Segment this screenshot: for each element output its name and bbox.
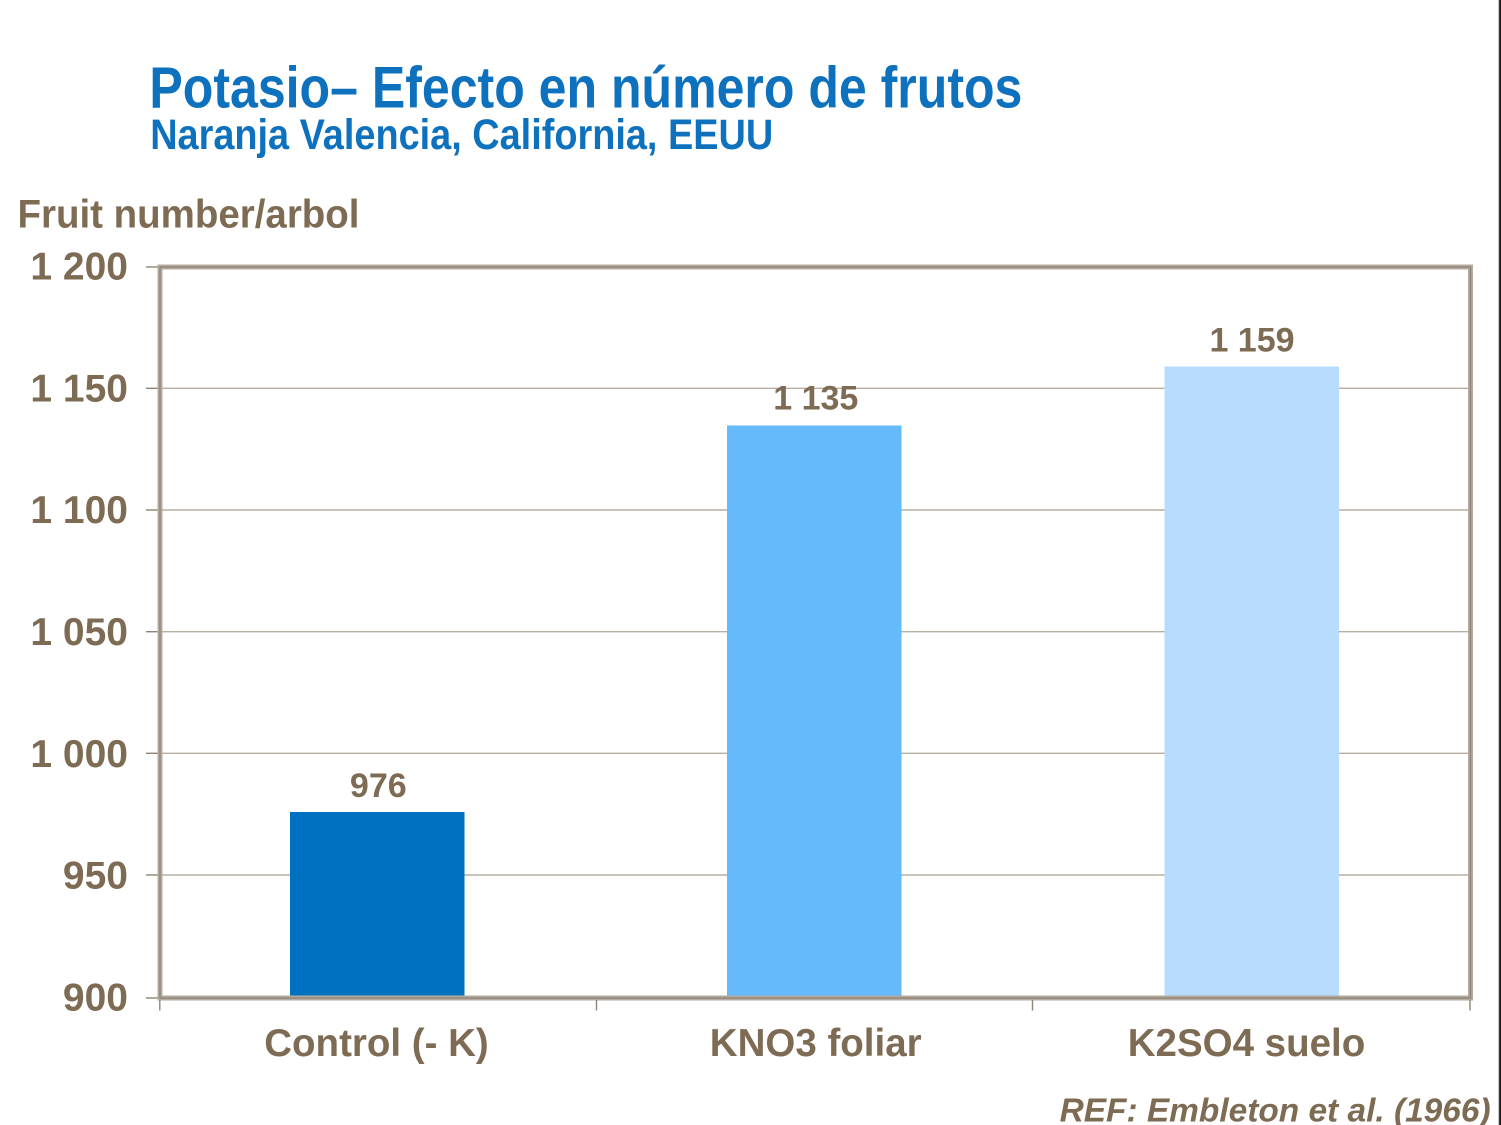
svg-text:1 000: 1 000 <box>30 733 128 776</box>
svg-text:900: 900 <box>63 976 128 1019</box>
svg-text:950: 950 <box>63 855 128 898</box>
svg-text:K2SO4 suelo: K2SO4 suelo <box>1128 1022 1366 1065</box>
svg-text:Control (- K): Control (- K) <box>264 1022 489 1065</box>
svg-text:1 150: 1 150 <box>30 367 128 410</box>
svg-text:1 159: 1 159 <box>1209 321 1294 359</box>
svg-text:Potasio– Efecto en número de f: Potasio– Efecto en número de frutos <box>149 56 1022 121</box>
svg-text:KNO3 foliar: KNO3 foliar <box>710 1022 922 1065</box>
svg-text:1 100: 1 100 <box>30 489 128 532</box>
svg-text:1 135: 1 135 <box>773 379 858 417</box>
svg-text:1 050: 1 050 <box>30 611 128 654</box>
svg-text:REF: Embleton et al. (1966): REF: Embleton et al. (1966) <box>1060 1092 1491 1125</box>
svg-text:Fruit number/arbol: Fruit number/arbol <box>18 193 360 237</box>
svg-text:1 200: 1 200 <box>30 246 128 289</box>
svg-text:976: 976 <box>350 767 407 805</box>
svg-text:Naranja Valencia, California,: Naranja Valencia, California, EEUU <box>150 111 773 159</box>
